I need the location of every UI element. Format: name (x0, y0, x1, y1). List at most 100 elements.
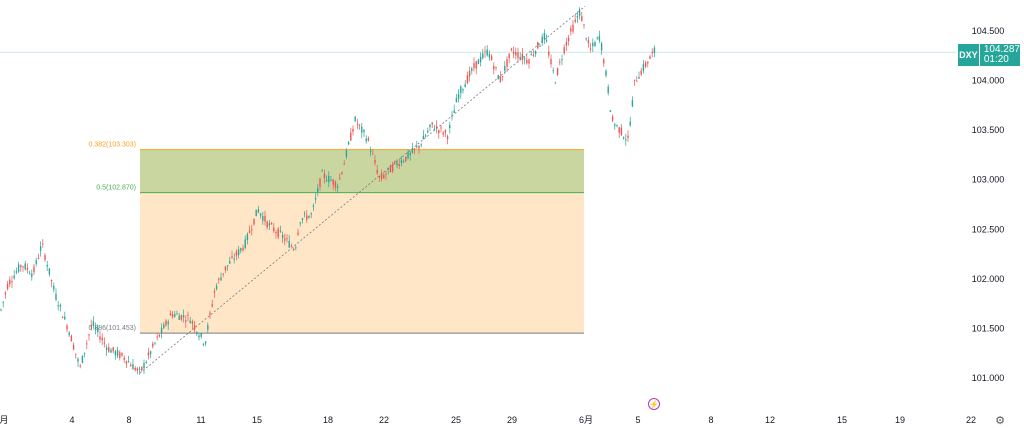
candle-body (290, 245, 293, 247)
candle-body (136, 368, 139, 371)
y-tick-label: 103.500 (972, 125, 1005, 135)
candle-body (207, 325, 209, 330)
candle-body (246, 233, 249, 241)
x-axis: 月 4 8 11 15 18 22 25 29 6月 5 8 12 15 19 22 (0, 415, 976, 425)
candle-body (640, 70, 642, 75)
x-tick-label: 15 (837, 415, 847, 425)
candle-body (519, 56, 521, 60)
candle-body (473, 63, 475, 69)
candle-body (244, 239, 246, 249)
fib-zone-0 (140, 149, 584, 193)
candle-body (174, 314, 176, 317)
y-tick-label: 101.500 (972, 323, 1005, 333)
candle-body (286, 238, 288, 240)
x-tick-label: 22 (966, 415, 976, 425)
candle-body (46, 264, 48, 267)
settings-icon[interactable]: ⚙ (995, 414, 1005, 427)
candle-body (603, 59, 605, 64)
candle-body (242, 247, 244, 251)
candle-body (202, 343, 205, 345)
candle-body (334, 181, 337, 188)
candle-body (330, 180, 332, 182)
candle-body (125, 361, 128, 364)
candle-body (101, 337, 103, 341)
candle-body (180, 315, 183, 320)
candle-body (193, 325, 196, 330)
y-tick-label: 101.000 (972, 373, 1005, 383)
candle-body (504, 65, 506, 71)
candle-body (574, 19, 576, 22)
candle-body (88, 334, 90, 336)
candle-body (266, 221, 268, 228)
candle-body (26, 267, 29, 270)
candle-body (361, 126, 363, 133)
candle-body (237, 249, 240, 256)
y-tick-label: 103.000 (972, 175, 1005, 185)
candle-body (431, 122, 433, 125)
candle-body (59, 304, 62, 307)
candle-body (160, 327, 163, 333)
candle-body (438, 130, 440, 134)
candle-body (347, 142, 350, 145)
candle-body (222, 273, 224, 275)
candle-body (255, 209, 257, 217)
lightning-icon[interactable]: ⚡ (648, 398, 660, 410)
candle-body (543, 32, 546, 40)
x-tick-label: 12 (765, 415, 775, 425)
x-tick-label: 8 (708, 415, 713, 425)
candle-body (440, 127, 442, 129)
candle-body (37, 258, 40, 260)
candle-body (633, 79, 636, 81)
candle-body (433, 128, 436, 130)
x-tick-label: 4 (69, 415, 74, 425)
candle-body (224, 266, 227, 271)
candle-body (92, 321, 95, 327)
candle-body (28, 273, 31, 275)
candle-body (644, 62, 647, 67)
candle-body (526, 59, 528, 64)
candle-body (165, 320, 167, 326)
candle-body (143, 363, 145, 369)
candle-body (383, 174, 385, 179)
y-tick-label: 104.000 (972, 76, 1005, 86)
candle-body (317, 188, 319, 193)
candle-body (61, 316, 64, 318)
candle-body (108, 347, 110, 352)
x-tick-label: 25 (451, 415, 461, 425)
y-tick-label: 102.000 (972, 274, 1005, 284)
candle-body (328, 175, 330, 183)
candle-body (444, 130, 447, 133)
candle-body (176, 313, 178, 315)
candle-body (372, 153, 374, 155)
candle-body (257, 209, 260, 213)
candle-body (607, 86, 609, 94)
fib-label-2: 0.886(101.453) (89, 325, 136, 332)
candle-body (325, 180, 328, 182)
candle-body (39, 246, 42, 251)
candle-body (112, 347, 114, 352)
candle-body (497, 75, 499, 80)
candle-body (24, 263, 26, 270)
candle-body (649, 56, 651, 59)
candle-body (231, 256, 233, 258)
candle-body (149, 351, 152, 355)
candle-body (121, 352, 123, 356)
candle-body (653, 47, 656, 53)
candle-body (554, 82, 557, 84)
candle-body (268, 223, 271, 226)
candle-body (301, 218, 304, 220)
candle-body (167, 321, 169, 325)
x-tick-label: 月 (0, 415, 9, 425)
candle-body (550, 58, 552, 65)
candle-body (539, 46, 541, 48)
candle-body (240, 248, 242, 251)
candle-body (152, 343, 154, 347)
candle-body (398, 164, 400, 167)
candle-body (185, 320, 187, 322)
candle-body (409, 152, 411, 155)
candle-body (187, 314, 189, 316)
candle-body (215, 285, 218, 290)
candle-body (171, 314, 174, 317)
candle-body (116, 350, 119, 356)
